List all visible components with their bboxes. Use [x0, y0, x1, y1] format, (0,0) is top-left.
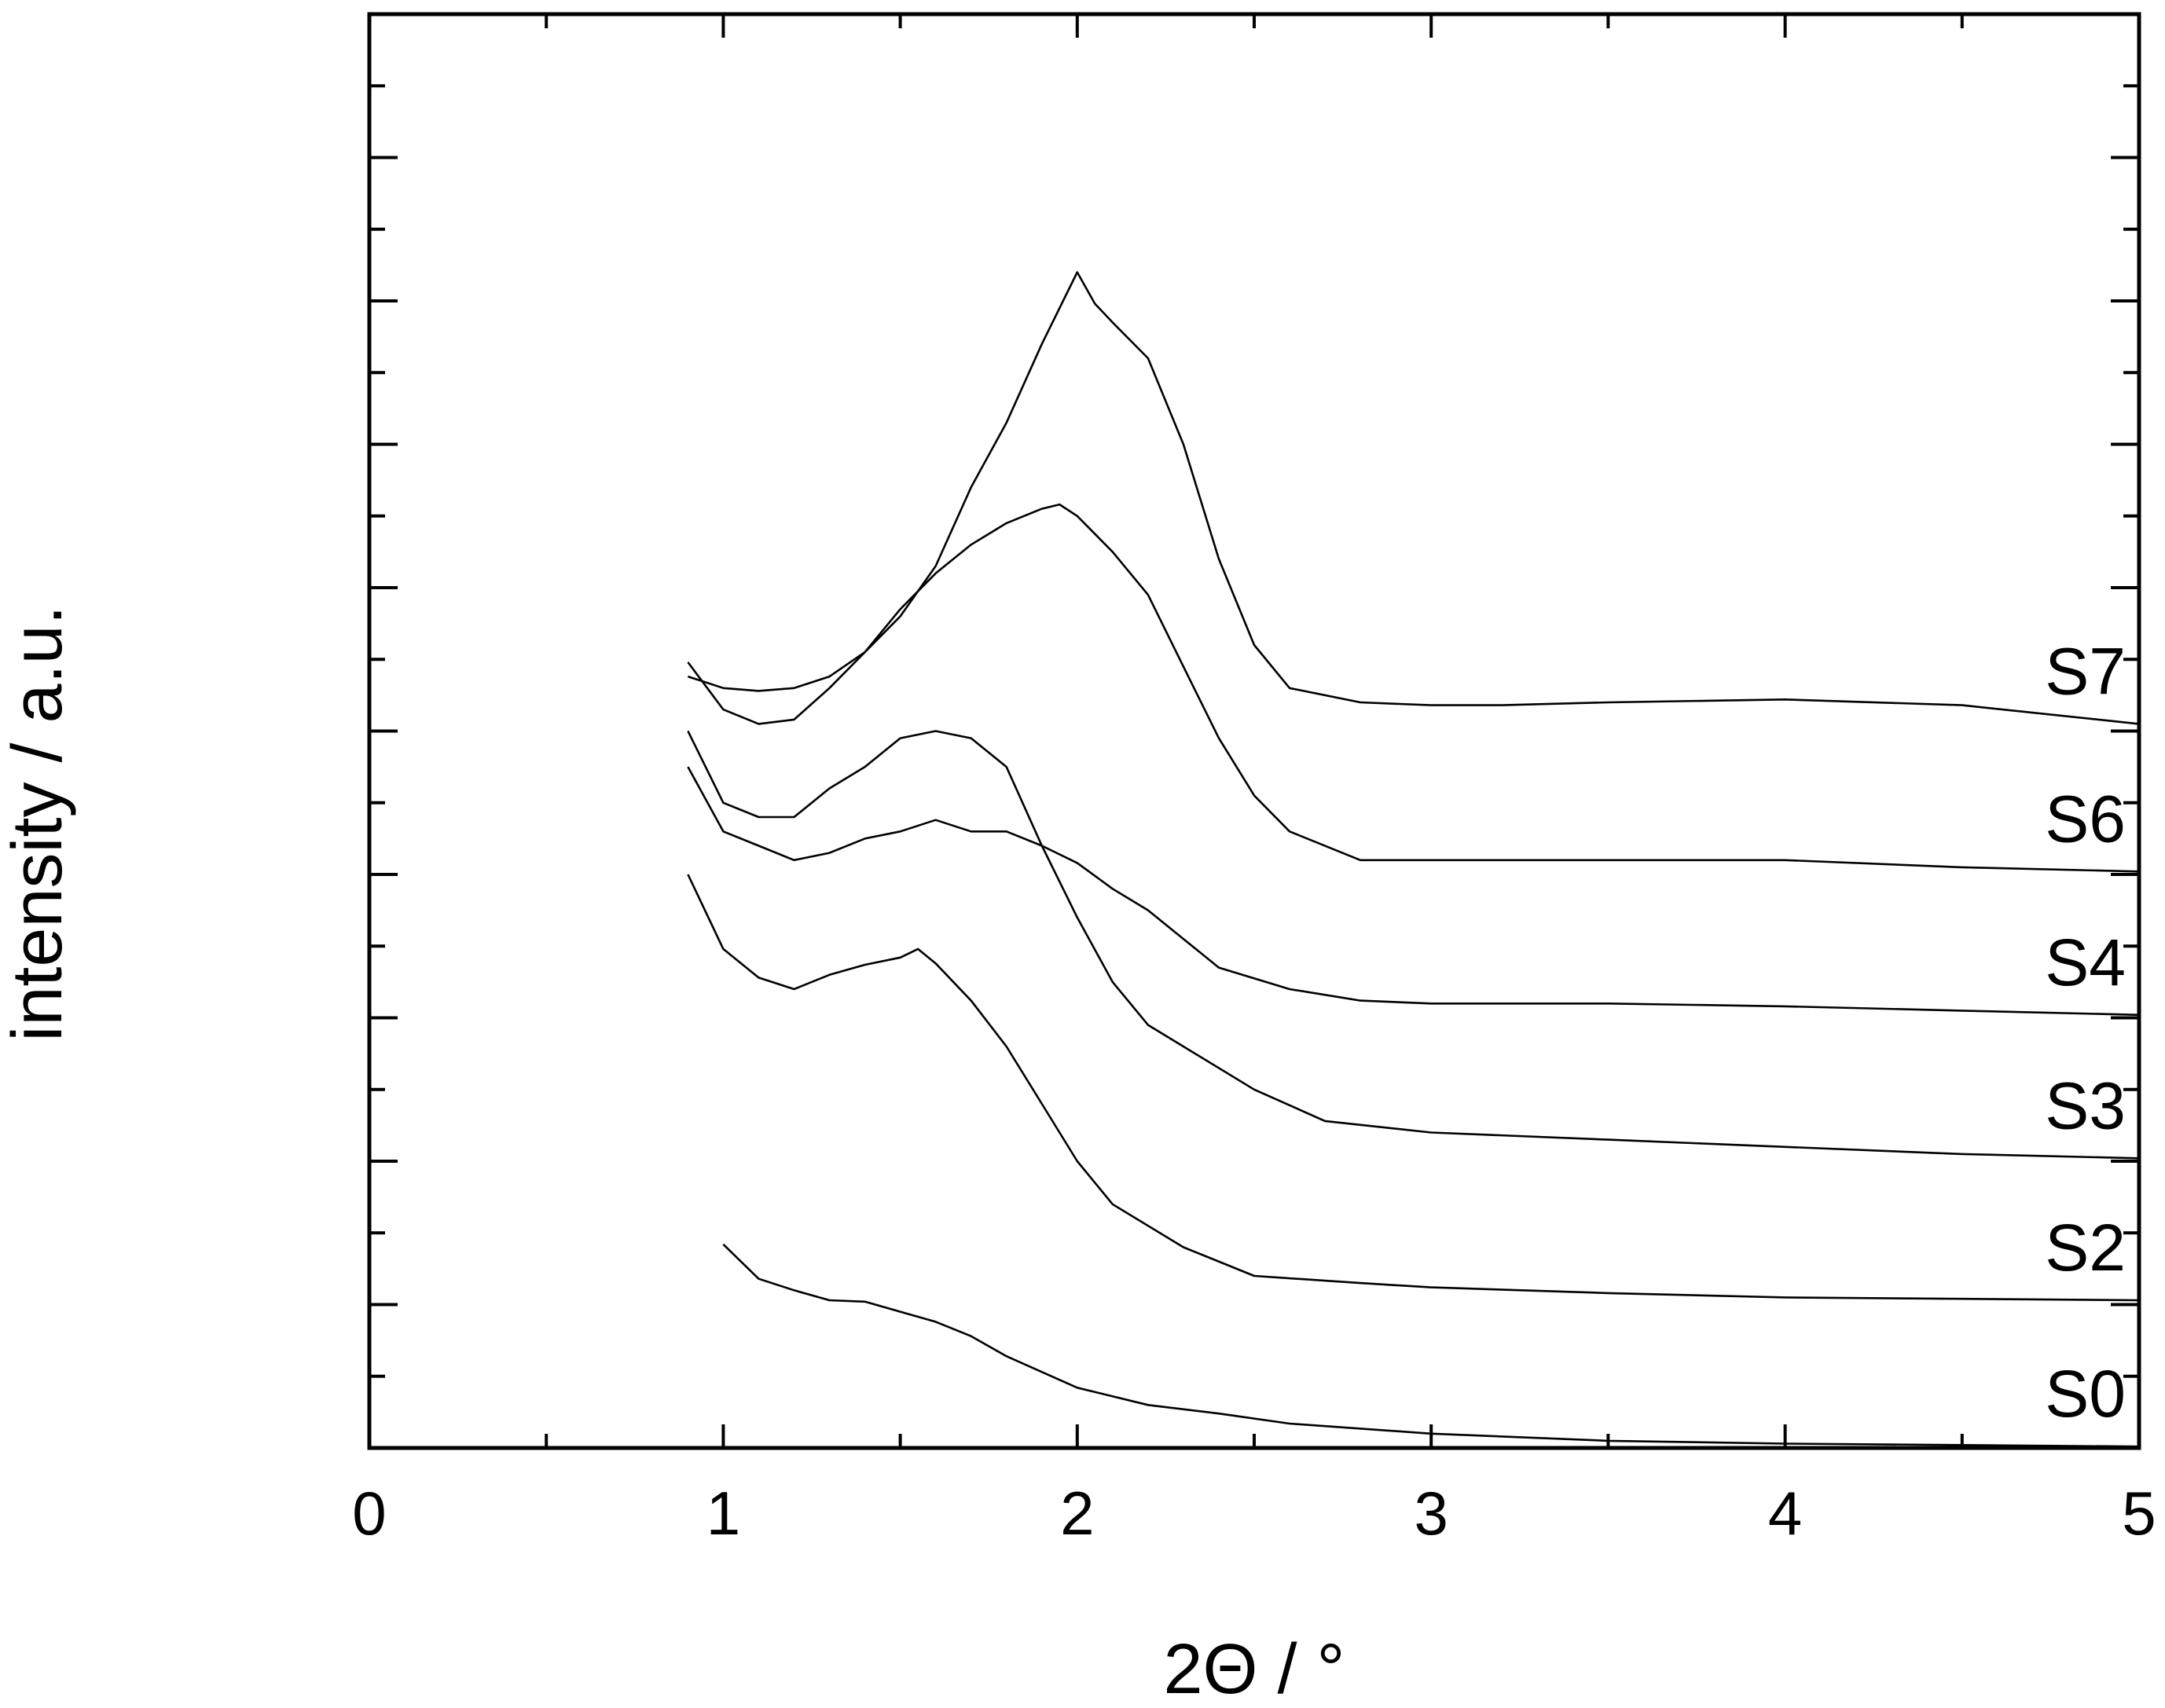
series-line-s3 — [687, 730, 2140, 1160]
series-label-s6: S6 — [2045, 782, 2126, 856]
series-line-s7 — [687, 271, 2140, 725]
series-line-s2 — [687, 874, 2140, 1302]
x-tick-label: 0 — [352, 1479, 386, 1548]
series-labels: S0 S2 S3 S4 S6 S7 — [2045, 634, 2126, 1431]
series-label-s3: S3 — [2045, 1068, 2126, 1142]
x-tick-label: 1 — [706, 1479, 740, 1548]
series-lines — [687, 271, 2140, 1448]
x-tick-label: 4 — [1768, 1479, 1802, 1548]
plot-border — [367, 12, 2141, 1450]
axis-ticks — [368, 13, 2141, 1450]
y-axis-title: intensity / a.u. — [0, 605, 77, 1041]
series-label-s2: S2 — [2045, 1211, 2126, 1285]
x-tick-label: 2 — [1060, 1479, 1094, 1548]
series-line-s0 — [722, 1243, 2140, 1448]
x-tick-label: 5 — [2122, 1479, 2156, 1548]
series-line-s4 — [687, 766, 2140, 1017]
x-tick-label: 3 — [1415, 1479, 1448, 1548]
x-tick-labels: 0 1 2 3 4 5 — [352, 1479, 2156, 1548]
plot-frame — [367, 12, 2141, 1450]
series-label-s4: S4 — [2045, 925, 2126, 999]
series-label-s7: S7 — [2045, 634, 2126, 708]
x-axis-title: 2Θ / ° — [1163, 1630, 1345, 1708]
series-line-s6 — [687, 503, 2140, 873]
series-label-s0: S0 — [2045, 1357, 2126, 1431]
